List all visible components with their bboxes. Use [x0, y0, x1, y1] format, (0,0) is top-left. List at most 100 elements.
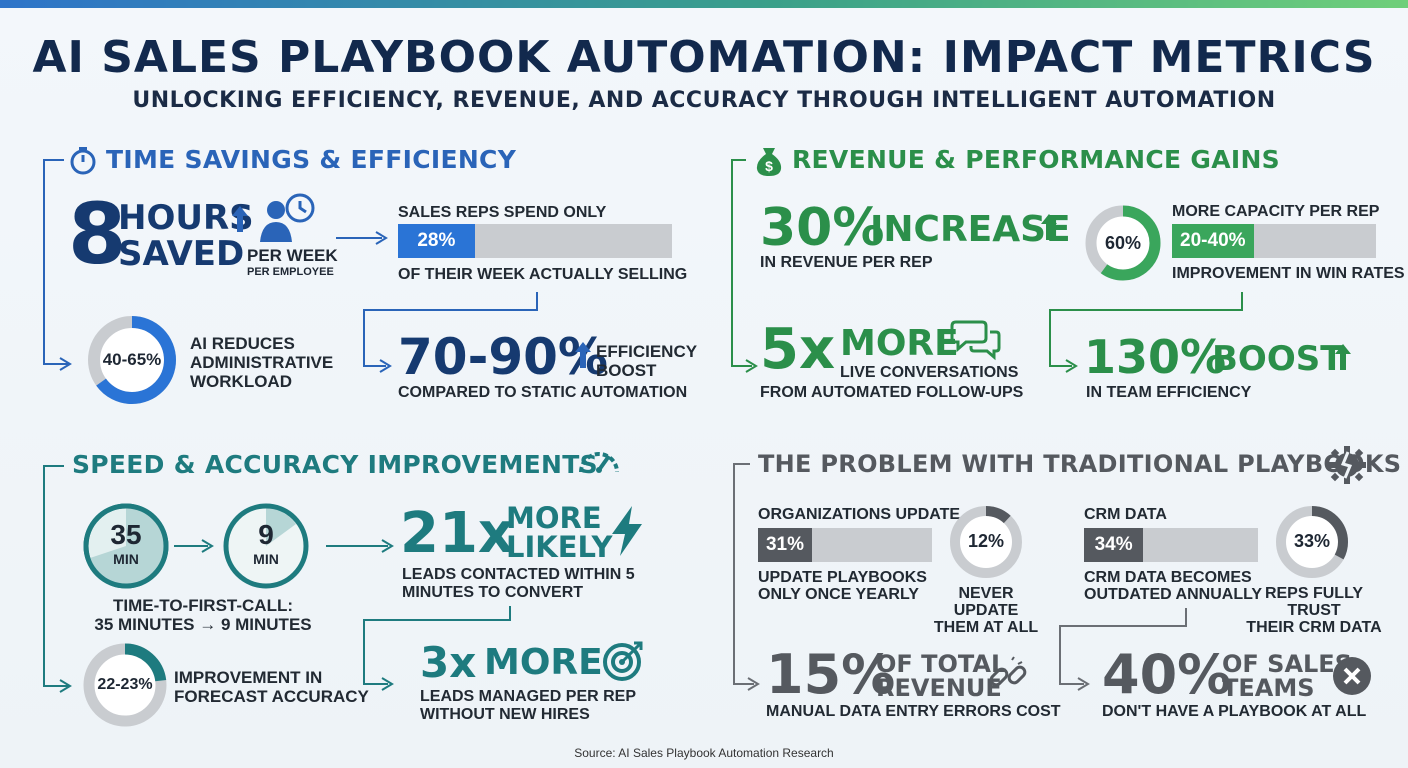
admin-line1: AI REDUCES — [190, 334, 295, 353]
win-bar: 20-40% — [1172, 224, 1376, 258]
page-title: AI SALES PLAYBOOK AUTOMATION: IMPACT MET… — [32, 32, 1376, 83]
org-bar: 31% — [758, 528, 932, 562]
teams-number: 40% — [1102, 643, 1232, 706]
arrow-up-icon — [574, 340, 592, 375]
never-donut — [948, 504, 1024, 585]
leads-word: MORE — [484, 642, 603, 683]
crm-label: CRM DATA — [1084, 506, 1167, 523]
never-l1: NEVER UPDATE — [953, 585, 1019, 619]
org-sub1: UPDATE PLAYBOOKS — [758, 569, 927, 586]
stopwatch-icon — [68, 145, 98, 175]
call-l2: 35 MINUTES → 9 MINUTES — [94, 615, 312, 634]
efficiency-sub: COMPARED TO STATIC AUTOMATION — [398, 384, 688, 401]
likely-l1: MORE — [506, 501, 602, 535]
reps-bar-fill: 28% — [398, 224, 475, 258]
revenue-increase-word: INCREASE — [870, 209, 1071, 250]
trust-pct: 33% — [1293, 531, 1331, 551]
capacity-label: MORE CAPACITY PER REP — [1172, 203, 1380, 220]
page-subtitle: UNLOCKING EFFICIENCY, REVENUE, AND ACCUR… — [132, 88, 1276, 113]
crm-sub1: CRM DATA BECOMES — [1084, 569, 1252, 586]
teams-l2: TEAMS — [1222, 674, 1315, 702]
never-l2: THEM AT ALL — [933, 619, 1039, 636]
before-clock — [82, 502, 170, 595]
boost-number: 130% — [1084, 330, 1227, 384]
target-icon — [602, 640, 644, 687]
trust-donut — [1274, 504, 1350, 585]
efficiency-number: 70-90% — [398, 328, 609, 386]
efficiency-l2: BOOST — [596, 361, 657, 380]
teams-l1: OF SALES — [1222, 650, 1352, 678]
conversations-number: 5x — [760, 317, 836, 382]
never-pct: 12% — [967, 531, 1005, 551]
after-clock — [222, 502, 310, 595]
leads-sub1: LEADS MANAGED PER REP — [420, 688, 637, 705]
broken-link-icon — [988, 656, 1028, 701]
win-bar-fill: 20-40% — [1172, 224, 1254, 258]
reps-label: SALES REPS SPEND ONLY — [398, 204, 607, 221]
revenue-loss-l2: REVENUE — [876, 674, 1002, 702]
crm-pct: 34% — [1094, 534, 1133, 555]
chat-bubbles-icon — [950, 318, 1001, 365]
boost-sub: IN TEAM EFFICIENCY — [1086, 384, 1252, 401]
capacity-pct: 60% — [1104, 233, 1142, 253]
reps-sub: OF THEIR WEEK ACTUALLY SELLING — [398, 266, 688, 283]
hours-label: HOURS — [118, 198, 254, 238]
likely-number: 21x — [400, 501, 515, 566]
crm-sub2: OUTDATED ANNUALLY — [1084, 586, 1263, 603]
arrow-up-icon — [1334, 342, 1352, 377]
admin-line3: WORKLOAD — [190, 372, 292, 391]
teams-sub: DON'T HAVE A PLAYBOOK AT ALL — [1102, 703, 1367, 720]
before-minutes: 35 — [110, 519, 142, 550]
leads-sub2: WITHOUT NEW HIRES — [420, 706, 590, 723]
crm-bar-fill: 34% — [1084, 528, 1144, 562]
speedometer-icon — [578, 446, 620, 479]
arrow-up-icon — [1040, 212, 1058, 247]
before-unit: MIN — [113, 551, 139, 567]
revenue-loss-sub: MANUAL DATA ENTRY ERRORS COST — [766, 703, 1061, 720]
forecast-pct: 22-23% — [97, 676, 153, 693]
revenue-loss-l1: OF TOTAL — [876, 650, 1007, 678]
admin-line2: ADMINISTRATIVE — [190, 353, 334, 372]
org-sub2: ONLY ONCE YEARLY — [758, 586, 919, 603]
likely-sub1: LEADS CONTACTED WITHIN 5 — [402, 566, 635, 583]
conversations-l2: FROM AUTOMATED FOLLOW-UPS — [760, 384, 1024, 401]
win-sub: IMPROVEMENT IN WIN RATES — [1172, 265, 1405, 282]
after-minutes: 9 — [258, 519, 274, 550]
crm-bar: 34% — [1084, 528, 1258, 562]
likely-sub2: MINUTES TO CONVERT — [402, 584, 584, 601]
capacity-donut — [1084, 204, 1162, 287]
admin-donut — [86, 314, 178, 411]
hours-saved-number: 8 — [68, 185, 127, 283]
forecast-l1: IMPROVEMENT IN — [174, 668, 323, 687]
conversations-l1: LIVE CONVERSATIONS — [840, 364, 1019, 381]
org-pct: 31% — [765, 534, 804, 555]
win-pct: 20-40% — [1180, 230, 1246, 251]
likely-l2: LIKELY — [506, 530, 613, 564]
trust-l2: THEIR CRM DATA — [1246, 619, 1382, 636]
revenue-increase-sub: IN REVENUE PER REP — [760, 254, 933, 271]
admin-pct: 40-65% — [102, 350, 162, 369]
conversations-word: MORE — [840, 323, 959, 364]
revenue-loss-number: 15% — [766, 643, 896, 706]
reps-pct: 28% — [417, 230, 456, 251]
speed-section-title: SPEED & ACCURACY IMPROVEMENTS — [72, 450, 598, 479]
forecast-l2: FORECAST ACCURACY — [174, 687, 369, 706]
revenue-increase-number: 30% — [760, 198, 885, 258]
arrow-up-icon — [230, 204, 250, 239]
efficiency-l1: EFFICIENCY — [596, 342, 698, 361]
close-circle-icon — [1332, 656, 1372, 701]
svg-text:$: $ — [765, 158, 773, 174]
top-gradient-bar — [0, 0, 1408, 8]
per-week-label: PER WEEK — [247, 246, 338, 265]
broken-gear-icon — [1326, 444, 1368, 491]
per-employee-label: PER EMPLOYEE — [247, 266, 334, 278]
source-note: Source: AI Sales Playbook Automation Res… — [574, 746, 834, 760]
reps-bar: 28% — [398, 224, 672, 258]
after-unit: MIN — [253, 551, 279, 567]
leads-number: 3x — [420, 638, 477, 687]
forecast-donut — [82, 642, 168, 733]
employee-clock-icon — [258, 192, 318, 249]
time-section-title: TIME SAVINGS & EFFICIENCY — [106, 145, 517, 174]
org-bar-fill: 31% — [758, 528, 812, 562]
lightning-icon — [608, 504, 646, 563]
